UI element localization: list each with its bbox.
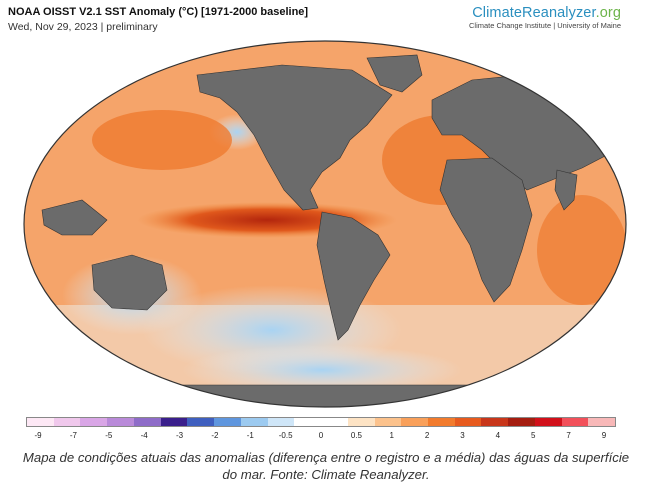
australia-land — [91, 254, 168, 311]
brand-name-main: ClimateReanalyzer — [472, 5, 596, 21]
colorbar-tick-label: 5 — [531, 431, 536, 440]
colorbar-swatch — [107, 418, 134, 426]
colorbar-swatch — [534, 418, 562, 426]
africa-land — [439, 157, 533, 303]
colorbar-swatch — [80, 418, 108, 426]
colorbar-tick-label: -4 — [140, 431, 148, 440]
colorbar-swatch — [428, 418, 455, 426]
colorbar-swatch — [160, 418, 188, 426]
colorbar-swatch — [27, 418, 54, 426]
colorbar-tick-label: 3 — [460, 431, 465, 440]
colorbar-tick-label: -9 — [34, 431, 42, 440]
colorbar-swatch — [347, 418, 375, 426]
anomaly-colorbar — [26, 417, 616, 427]
colorbar-tick-label: 2 — [424, 431, 430, 440]
colorbar-swatch — [267, 418, 295, 426]
colorbar-swatch — [588, 418, 616, 426]
colorbar-swatch — [53, 418, 81, 426]
colorbar-swatch — [561, 418, 589, 426]
caption: Mapa de condições atuais das anomalias (… — [22, 450, 630, 482]
colorbar-swatch — [214, 418, 241, 426]
north-america-land — [196, 64, 393, 211]
india-land — [554, 169, 578, 211]
indian-ocean-warm-anomaly — [537, 195, 626, 305]
map-outline — [23, 40, 627, 408]
southern-cool-anomaly — [182, 345, 462, 395]
colorbar-tick-label: 1 — [389, 431, 394, 440]
colorbar-tick-label: -3 — [175, 431, 184, 440]
brand-name-suffix: .org — [595, 5, 621, 21]
colorbar-tick-label: -0.5 — [278, 431, 293, 440]
colorbar-tick-label: 0.5 — [350, 431, 362, 440]
colorbar-tick-label: -2 — [211, 431, 219, 440]
brand-name: ClimateReanalyzer.org — [469, 5, 621, 21]
colorbar-swatch — [321, 418, 348, 426]
colorbar-tick-label: 4 — [495, 431, 501, 440]
brand-logo[interactable]: ClimateReanalyzer.org Climate Change Ins… — [469, 5, 621, 30]
colorbar-swatch — [133, 418, 161, 426]
colorbar-tick-label: 0 — [318, 431, 324, 440]
antarctica-land — [24, 384, 626, 407]
colorbar-tick-label: 7 — [566, 431, 571, 440]
se-asia-islands-land — [41, 199, 108, 236]
brand-tagline: Climate Change Institute | University of… — [468, 21, 621, 30]
colorbar-tick-label: -7 — [69, 431, 77, 440]
colorbar-swatch — [401, 418, 429, 426]
colorbar-ticks: -9 -7 -5 -4 -3 -2 -1 -0.5 0 0.5 1 2 3 4 5 7 9 — [26, 431, 616, 443]
map-title: NOAA OISST V2.1 SST Anomaly (°C) [1971-2… — [8, 6, 309, 18]
south-america-land — [316, 211, 391, 341]
colorbar-tick-label: -5 — [105, 431, 113, 440]
colorbar-swatch — [240, 418, 268, 426]
map-date: Wed, Nov 29, 2023 | preliminary — [8, 21, 158, 33]
colorbar-swatch — [454, 418, 482, 426]
colorbar-swatch — [481, 418, 509, 426]
colorbar-swatch — [294, 418, 322, 426]
colorbar-tick-label: -1 — [246, 431, 254, 440]
sst-anomaly-map — [23, 40, 627, 408]
greenland-land — [366, 54, 423, 93]
north-pacific-warm-anomaly — [92, 110, 232, 170]
colorbar-swatch — [374, 418, 402, 426]
colorbar-swatch — [508, 418, 535, 426]
colorbar-tick-label: 9 — [601, 431, 607, 440]
colorbar-swatch — [187, 418, 215, 426]
